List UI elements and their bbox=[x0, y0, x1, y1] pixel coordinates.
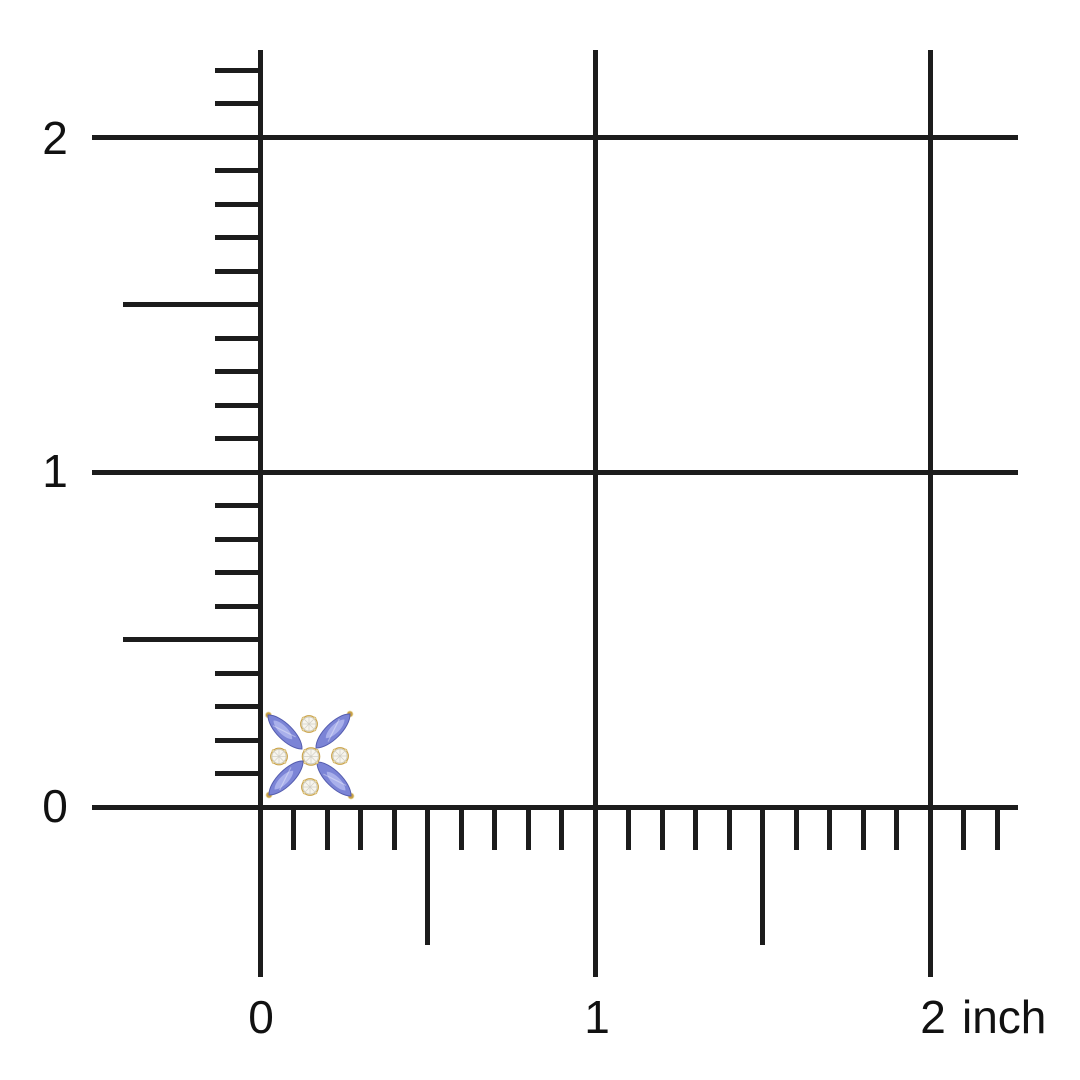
x-axis-label-1: 1 bbox=[584, 991, 610, 1043]
grid-line-vertical-2in bbox=[927, 50, 933, 977]
y-minor-tick bbox=[215, 704, 263, 709]
y-minor-tick bbox=[215, 168, 263, 173]
x-minor-tick bbox=[525, 804, 531, 850]
x-minor-tick bbox=[860, 804, 866, 850]
y-minor-tick bbox=[215, 436, 263, 441]
diamond-center bbox=[303, 748, 319, 765]
y-minor-tick bbox=[215, 235, 263, 240]
x-minor-tick bbox=[391, 804, 397, 850]
x-minor-tick bbox=[458, 804, 464, 850]
y-minor-tick bbox=[215, 67, 263, 73]
x-minor-tick bbox=[726, 804, 732, 850]
diamond-top bbox=[301, 716, 317, 732]
y-minor-tick bbox=[215, 201, 263, 207]
ruler-baseline-horizontal-0in bbox=[92, 804, 1018, 810]
tanzanite-petal-sw bbox=[268, 760, 304, 796]
y-minor-tick bbox=[215, 335, 263, 341]
tanzanite-petal-se bbox=[316, 761, 352, 797]
x-minor-tick bbox=[994, 804, 1000, 850]
y-half-tick bbox=[123, 302, 263, 307]
diamond-bottom bbox=[302, 779, 318, 795]
x-minor-tick bbox=[492, 804, 497, 850]
y-minor-tick bbox=[215, 771, 263, 776]
x-axis-label-2: 2 bbox=[920, 991, 946, 1043]
unit-label: inch bbox=[962, 991, 1047, 1043]
product-image-flower-stud bbox=[265, 710, 355, 800]
y-minor-tick bbox=[215, 503, 263, 508]
y-minor-tick bbox=[215, 268, 263, 274]
x-minor-tick bbox=[559, 804, 564, 850]
x-minor-tick bbox=[358, 804, 363, 850]
x-minor-tick bbox=[693, 804, 698, 850]
x-minor-tick bbox=[324, 804, 330, 850]
diamond-right bbox=[332, 748, 348, 764]
x-minor-tick bbox=[894, 804, 899, 850]
y-axis-label-2: 2 bbox=[42, 112, 68, 164]
y-minor-tick bbox=[215, 737, 263, 743]
y-minor-tick bbox=[215, 603, 263, 609]
y-minor-tick bbox=[215, 402, 263, 408]
grid-line-vertical-1in bbox=[592, 50, 598, 977]
diamond-left bbox=[271, 749, 287, 764]
x-minor-tick bbox=[793, 804, 799, 850]
x-half-tick bbox=[760, 804, 765, 945]
x-minor-tick bbox=[827, 804, 832, 850]
x-half-tick bbox=[425, 804, 430, 945]
y-axis-label-1: 1 bbox=[42, 445, 68, 497]
y-minor-tick bbox=[215, 536, 263, 542]
ruler-axis-vertical bbox=[257, 50, 263, 977]
grid-line-horizontal-1in bbox=[92, 469, 1018, 475]
x-minor-tick bbox=[626, 804, 631, 850]
grid-line-horizontal-2in bbox=[92, 134, 1018, 140]
x-minor-tick bbox=[659, 804, 665, 850]
x-minor-tick bbox=[291, 804, 296, 850]
x-axis-label-0: 0 bbox=[248, 991, 274, 1043]
y-half-tick bbox=[123, 637, 263, 642]
y-axis-label-0: 0 bbox=[42, 780, 68, 832]
y-minor-tick bbox=[215, 101, 263, 106]
x-minor-tick bbox=[961, 804, 966, 850]
y-minor-tick bbox=[215, 369, 263, 374]
tanzanite-petal-ne bbox=[315, 713, 351, 749]
y-minor-tick bbox=[215, 670, 263, 676]
tanzanite-petal-nw bbox=[267, 714, 303, 750]
y-minor-tick bbox=[215, 570, 263, 575]
